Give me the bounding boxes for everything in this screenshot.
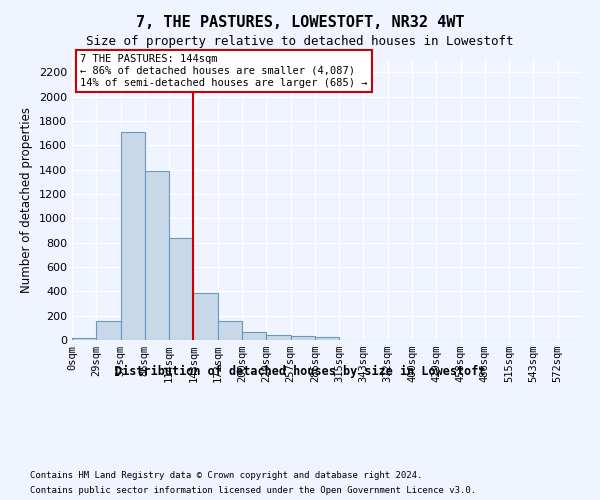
Bar [242,332,266,340]
Text: 7, THE PASTURES, LOWESTOFT, NR32 4WT: 7, THE PASTURES, LOWESTOFT, NR32 4WT [136,15,464,30]
Bar [266,335,290,340]
Bar [96,321,121,340]
Bar [315,336,339,340]
Y-axis label: Number of detached properties: Number of detached properties [20,107,34,293]
Bar [169,238,193,340]
Bar [145,171,169,340]
Text: Contains HM Land Registry data © Crown copyright and database right 2024.: Contains HM Land Registry data © Crown c… [30,471,422,480]
Text: Contains public sector information licensed under the Open Government Licence v3: Contains public sector information licen… [30,486,476,495]
Bar [290,336,315,340]
Text: Distribution of detached houses by size in Lowestoft: Distribution of detached houses by size … [115,365,485,378]
Bar [193,293,218,340]
Text: Size of property relative to detached houses in Lowestoft: Size of property relative to detached ho… [86,35,514,48]
Bar [72,338,96,340]
Text: 7 THE PASTURES: 144sqm
← 86% of detached houses are smaller (4,087)
14% of semi-: 7 THE PASTURES: 144sqm ← 86% of detached… [80,54,368,88]
Bar [218,320,242,340]
Bar [121,132,145,340]
